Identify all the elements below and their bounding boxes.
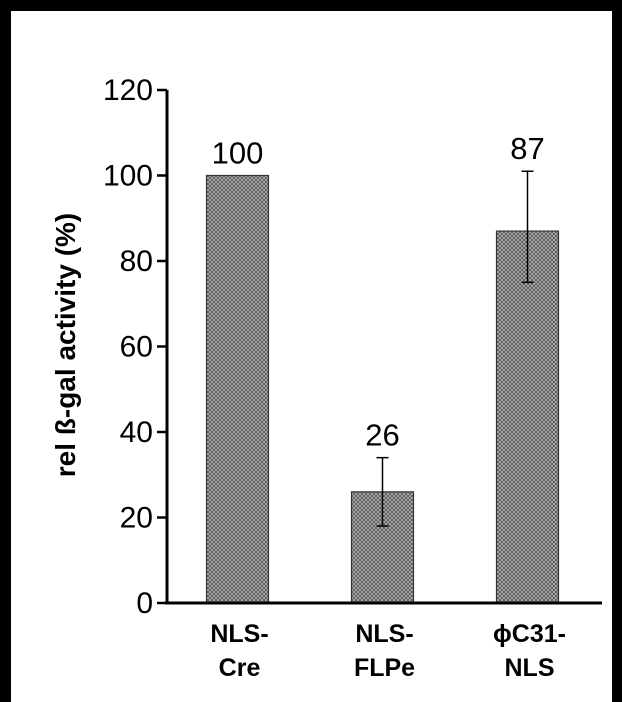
bar [205, 174, 270, 604]
category-label: NLS- [355, 620, 413, 648]
category-label: ϕC31- [493, 620, 566, 648]
category-label: NLS [505, 654, 555, 682]
bars [205, 174, 560, 604]
y-tick-label: 40 [120, 416, 153, 449]
bar [495, 230, 560, 604]
y-tick-label: 100 [103, 160, 153, 193]
y-axis-title: rel ß-gal activity (%) [50, 213, 81, 478]
category-label: Cre [219, 654, 261, 682]
y-tick-label: 20 [120, 502, 153, 535]
y-tick-label: 80 [120, 245, 153, 278]
category-labels: NLS- Cre NLS- FLPe ϕC31- NLS [210, 620, 566, 682]
y-tick-label: 60 [120, 331, 153, 364]
category-label: FLPe [354, 654, 415, 682]
category-label: NLS- [210, 620, 268, 648]
axes [165, 90, 602, 605]
bar-value-label: 26 [365, 418, 399, 453]
bar-value-label: 87 [510, 131, 544, 166]
y-tick-label: 120 [103, 74, 153, 107]
bar-value-label: 100 [212, 136, 264, 171]
y-axis-ticks: 0 20 40 60 80 100 120 [103, 74, 167, 620]
error-bars [376, 170, 534, 527]
value-labels: 100 26 87 [212, 131, 545, 452]
y-tick-label: 0 [136, 587, 153, 620]
